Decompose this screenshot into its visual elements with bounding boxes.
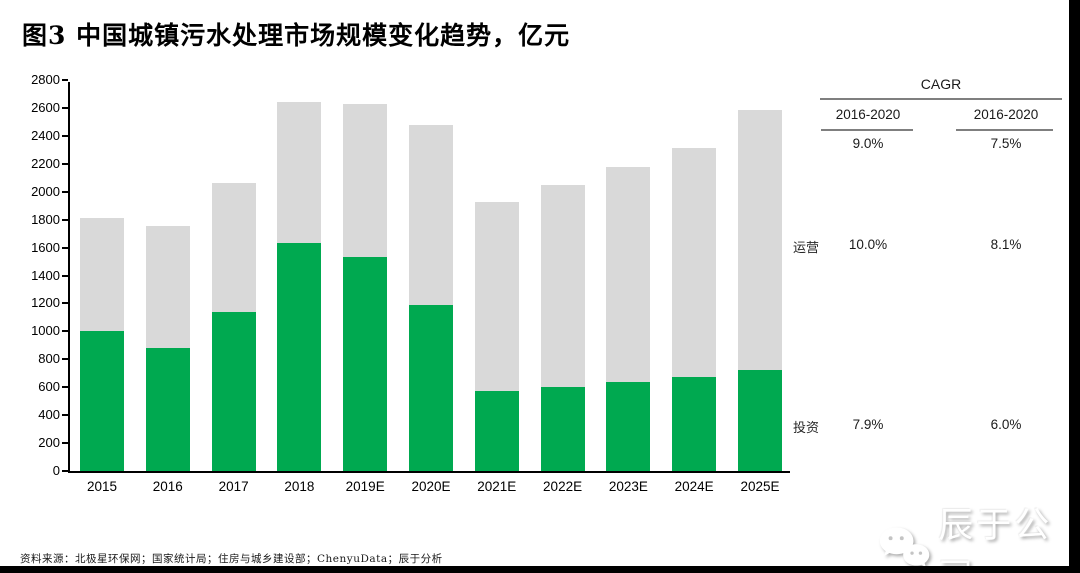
y-tick-mark: [62, 134, 68, 137]
y-tick-label: 800: [38, 351, 60, 367]
x-tick-label: 2022E: [543, 479, 583, 494]
y-tick-mark: [62, 274, 68, 277]
cagr-column-header-2: 2016-2020: [973, 107, 1039, 122]
x-tick-label: 2023E: [608, 479, 648, 494]
bar-2018: 2018: [277, 102, 322, 494]
y-tick-label: 1000: [31, 323, 60, 339]
y-tick-label: 2000: [31, 183, 60, 199]
bar-segment-投资: [343, 256, 388, 471]
cagr-total-value-1: 9.0%: [852, 136, 884, 151]
y-tick-mark: [62, 162, 68, 165]
bar-segment-投资: [540, 387, 585, 471]
y-tick-label: 0: [52, 463, 60, 478]
cagr-investment-value-1: 7.9%: [852, 417, 884, 432]
cagr-operation-value-2: 8.1%: [990, 237, 1022, 252]
y-tick-label: 2400: [31, 127, 60, 143]
x-tick-label: 2020E: [411, 479, 451, 494]
y-tick-label: 2600: [31, 99, 60, 115]
y-tick-mark: [62, 302, 68, 305]
bar-segment-投资: [672, 376, 717, 471]
y-tick-mark: [62, 470, 68, 472]
source-note: 资料来源：北极星环保网；国家统计局；住房与城乡建设部；ChenyuData；辰于…: [20, 553, 443, 565]
y-tick-mark: [62, 79, 68, 81]
bar-segment-投资: [145, 348, 190, 471]
cagr-table-topline: [820, 98, 1062, 100]
stacked-bar-chart: 0 200 400 600 800 1000 1200 1400 1600 1800 2000 220…: [31, 72, 790, 494]
series-label-operation: 运营: [793, 241, 820, 256]
bars: 2015 2016 2017 2018 2019E 2020E 2021E 2022E 2023…: [70, 82, 790, 494]
y-tick-label: 2200: [31, 155, 60, 171]
bar-segment-投资: [277, 243, 322, 471]
bar-2015: 2015: [80, 218, 124, 494]
bar-2022E: 2022E: [540, 184, 585, 494]
bar-2019E: 2019E: [343, 103, 388, 494]
cagr-column-underline-1: [821, 129, 913, 131]
y-tick-mark: [62, 106, 68, 109]
y-tick-label: 2800: [31, 72, 60, 87]
bar-2021E: 2021E: [474, 201, 519, 494]
bar-segment-运营: [408, 125, 453, 305]
y-tick-mark: [62, 190, 68, 193]
y-tick-mark: [62, 358, 68, 361]
bar-segment-投资: [211, 311, 256, 471]
bar-segment-运营: [737, 110, 782, 371]
wechat-bubbles-icon: [879, 527, 930, 568]
bar-2017: 2017: [211, 182, 256, 494]
x-tick-label: 2018: [284, 479, 315, 494]
bar-2020E: 2020E: [408, 125, 453, 494]
series-label-investment: 投资: [793, 421, 820, 436]
x-tick-label: 2016: [152, 479, 183, 494]
y-tick-mark: [62, 414, 68, 417]
bar-segment-运营: [145, 225, 190, 349]
y-tick-label: 1800: [31, 211, 60, 227]
bar-segment-运营: [277, 102, 322, 244]
page-title: 图3 中国城镇污水处理市场规模变化趋势，亿元: [22, 21, 571, 50]
bar-segment-运营: [606, 167, 651, 382]
bar-2025E: 2025E: [737, 110, 782, 494]
y-tick-mark: [62, 218, 68, 221]
bar-segment-运营: [80, 218, 124, 332]
cagr-table-title: CAGR: [920, 76, 962, 92]
bar-segment-运营: [474, 201, 519, 392]
bar-segment-投资: [408, 304, 453, 471]
bar-segment-投资: [606, 381, 651, 471]
cagr-total-value-2: 7.5%: [990, 136, 1022, 151]
y-tick-label: 200: [38, 435, 60, 451]
bar-segment-运营: [540, 184, 585, 388]
cagr-operation-value-1: 10.0%: [848, 237, 888, 252]
bar-segment-投资: [737, 370, 782, 471]
y-tick-label: 1400: [31, 267, 60, 283]
cagr-investment-value-2: 6.0%: [990, 417, 1022, 432]
x-tick-label: 2025E: [740, 479, 780, 494]
y-tick-mark: [62, 442, 68, 445]
bar-segment-运营: [672, 148, 717, 377]
x-tick-label: 2015: [86, 479, 118, 494]
y-tick-label: 400: [38, 407, 60, 423]
cagr-column-header-1: 2016-2020: [835, 107, 901, 122]
y-tick-mark: [62, 330, 68, 333]
bar-2023E: 2023E: [606, 167, 651, 494]
cagr-column-underline-2: [956, 129, 1053, 131]
x-tick-label: 2019E: [345, 479, 385, 494]
x-tick-label: 2017: [218, 479, 249, 494]
company-watermark: 辰于公司: [878, 497, 1080, 573]
x-tick-label: 2021E: [477, 479, 517, 494]
y-tick-label: 1200: [31, 295, 60, 311]
bar-segment-投资: [474, 391, 519, 471]
bar-2016: 2016: [145, 225, 190, 494]
bottom-black-edge: [0, 566, 1080, 573]
company-watermark-text: 辰于公司: [938, 506, 1053, 573]
y-tick-label: 1600: [31, 239, 60, 255]
bar-segment-运营: [343, 103, 388, 257]
y-tick-label: 600: [38, 379, 60, 395]
bar-segment-运营: [211, 182, 256, 312]
bar-2024E: 2024E: [672, 148, 717, 494]
y-tick-mark: [62, 386, 68, 389]
y-tick-mark: [62, 246, 68, 249]
right-black-edge: [1069, 0, 1080, 573]
bar-segment-投资: [80, 331, 124, 471]
x-tick-label: 2024E: [674, 479, 714, 494]
